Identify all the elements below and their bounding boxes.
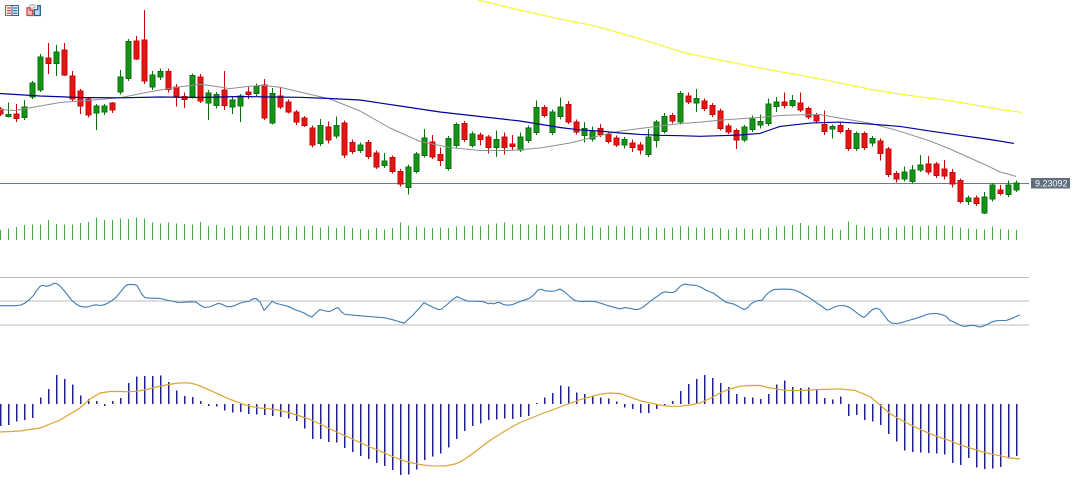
svg-text:9.23092: 9.23092 <box>1035 179 1068 189</box>
